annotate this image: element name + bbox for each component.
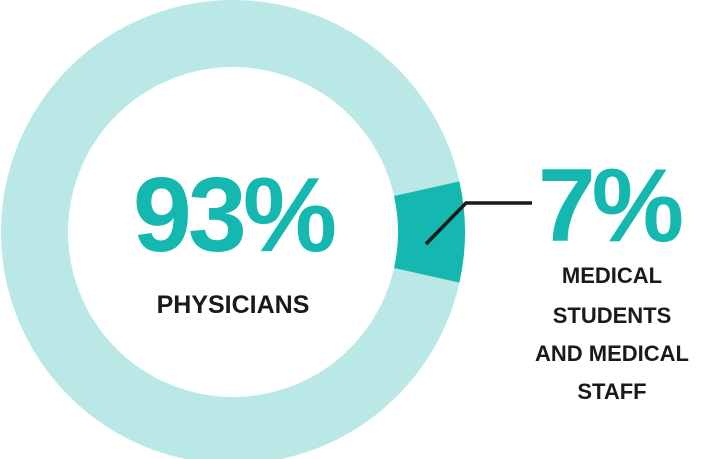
secondary-label-line-4: STAFF (577, 379, 646, 404)
donut-slice-medical-students-staff (394, 181, 465, 283)
primary-value-label: 93% (133, 156, 335, 274)
secondary-value-label: 7% (538, 148, 682, 264)
primary-category-label: PHYSICIANS (157, 291, 310, 319)
secondary-label-line-2: STUDENTS (553, 303, 672, 328)
secondary-category-label: MEDICAL STUDENTS AND MEDICAL STAFF (535, 263, 689, 404)
secondary-label-line-1: MEDICAL (562, 263, 662, 288)
secondary-label-line-3: AND MEDICAL (535, 341, 689, 366)
leader-line (424, 201, 532, 246)
donut-slices (1, 0, 465, 459)
donut-slice-physicians (1, 0, 460, 459)
